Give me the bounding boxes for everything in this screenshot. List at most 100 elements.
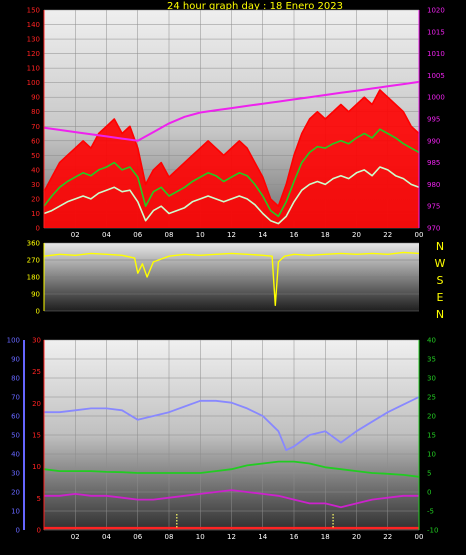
y-tick-label: 25 xyxy=(427,394,436,402)
y-tick-label: 40 xyxy=(11,451,20,459)
compass-label: E xyxy=(437,291,444,304)
x-tick-label: 22 xyxy=(383,533,392,541)
y-tick-label: 970 xyxy=(427,225,440,233)
y-tick-label: 995 xyxy=(427,116,440,124)
x-tick-label: 22 xyxy=(383,231,392,239)
pressure-axis: 970 975 980 985 990 995 1000 1005 1010 1015 1020 xyxy=(418,7,445,233)
y-tick-label: 0 xyxy=(37,527,41,535)
x-tick-label: 04 xyxy=(102,231,111,239)
y-tick-label: 130 xyxy=(27,36,40,44)
y-tick-label: 60 xyxy=(31,137,40,145)
y-tick-label: 90 xyxy=(11,356,20,364)
y-tick-label: -10 xyxy=(427,527,438,535)
y-tick-label: 1010 xyxy=(427,50,445,58)
y-tick-label: 80 xyxy=(11,375,20,383)
x-tick-label: 14 xyxy=(258,533,267,541)
y-tick-label: 990 xyxy=(427,137,440,145)
x-tick-label: 06 xyxy=(133,533,142,541)
x-tick-label: 16 xyxy=(290,533,299,541)
y-tick-label: 0 xyxy=(16,527,20,535)
x-tick-label: 20 xyxy=(352,231,361,239)
y-tick-label: 10 xyxy=(427,451,436,459)
y-tick-label: 180 xyxy=(27,274,40,282)
y-tick-label: 35 xyxy=(427,356,436,364)
y-tick-label: 80 xyxy=(31,108,40,116)
y-tick-label: 20 xyxy=(32,400,41,408)
y-tick-label: 10 xyxy=(31,210,40,218)
wind-direction-grid xyxy=(44,242,419,312)
y-tick-label: 90 xyxy=(31,291,40,299)
temp-humidity-x-axis: 02 04 06 08 10 12 14 16 18 20 22 00 xyxy=(71,533,424,541)
x-tick-label: 18 xyxy=(321,231,330,239)
y-tick-label: 30 xyxy=(427,375,436,383)
y-tick-label: 10 xyxy=(11,508,20,516)
y-tick-label: 0 xyxy=(36,225,40,233)
y-tick-label: 140 xyxy=(27,21,40,29)
y-tick-label: 30 xyxy=(11,470,20,478)
y-tick-label: 0 xyxy=(427,489,431,497)
x-tick-label: 14 xyxy=(258,231,267,239)
y-tick-label: 985 xyxy=(427,159,440,167)
wind-pressure-x-axis: 02 04 06 08 10 12 14 16 18 20 22 00 xyxy=(71,231,424,239)
y-tick-label: 1020 xyxy=(427,7,445,15)
y-tick-label: 110 xyxy=(27,65,40,73)
wind-direction-axis: 0 90 180 270 360 xyxy=(27,240,45,316)
series-line-temperature xyxy=(43,460,420,478)
y-tick-label: 980 xyxy=(427,181,440,189)
y-tick-label: 5 xyxy=(37,495,41,503)
y-tick-label: 30 xyxy=(32,337,41,345)
humidity-axis: 0 10 20 30 40 50 60 70 80 90 100 xyxy=(7,337,25,535)
y-tick-label: 15 xyxy=(32,432,41,440)
y-tick-label: 20 xyxy=(427,413,436,421)
y-tick-label: 100 xyxy=(7,337,20,345)
x-tick-label: 08 xyxy=(165,533,174,541)
compass-label: N xyxy=(436,308,444,321)
y-tick-label: 50 xyxy=(31,152,40,160)
y-tick-label: 50 xyxy=(11,432,20,440)
x-tick-label: 12 xyxy=(227,231,236,239)
x-tick-label: 06 xyxy=(133,231,142,239)
x-tick-label: 18 xyxy=(321,533,330,541)
series-line-dewpoint xyxy=(44,489,419,509)
x-tick-label: 00 xyxy=(415,231,424,239)
y-tick-label: 0 xyxy=(36,308,40,316)
series-line-direction xyxy=(43,251,420,306)
y-tick-label: 70 xyxy=(31,123,40,131)
x-tick-label: 16 xyxy=(290,231,299,239)
x-tick-label: 08 xyxy=(165,231,174,239)
series-line-wind_min xyxy=(43,166,420,225)
x-tick-label: 10 xyxy=(196,533,205,541)
chart-title: 24 hour graph day : 18 Enero 2023 xyxy=(167,1,343,12)
temperature-axis: -10 -5 0 5 10 15 20 25 30 35 40 xyxy=(418,337,438,535)
y-tick-label: 30 xyxy=(31,181,40,189)
y-tick-label: 1005 xyxy=(427,72,445,80)
y-tick-label: 975 xyxy=(427,203,440,211)
x-tick-label: 02 xyxy=(71,533,80,541)
rain-axis: 0 5 10 15 20 25 30 xyxy=(32,337,45,535)
series-line-wind_avg xyxy=(43,128,420,218)
y-tick-label: 90 xyxy=(31,94,40,102)
y-tick-label: 360 xyxy=(27,240,40,248)
y-tick-label: 1015 xyxy=(427,28,445,36)
y-tick-label: 120 xyxy=(27,50,40,58)
x-tick-label: 00 xyxy=(415,533,424,541)
compass-label: N xyxy=(436,240,444,253)
y-tick-label: 15 xyxy=(427,432,436,440)
y-tick-label: 70 xyxy=(11,394,20,402)
compass-label: S xyxy=(437,274,444,287)
y-tick-label: 20 xyxy=(31,195,40,203)
series-line-pressure xyxy=(43,80,420,142)
y-tick-label: -5 xyxy=(427,508,434,516)
compass-label: W xyxy=(435,257,446,270)
x-tick-label: 10 xyxy=(196,231,205,239)
temp-humidity-series xyxy=(43,396,420,530)
y-tick-label: 5 xyxy=(427,470,431,478)
y-tick-label: 40 xyxy=(427,337,436,345)
y-tick-label: 10 xyxy=(32,463,41,471)
y-tick-label: 60 xyxy=(11,413,20,421)
series-line-wind_speed xyxy=(43,89,420,207)
